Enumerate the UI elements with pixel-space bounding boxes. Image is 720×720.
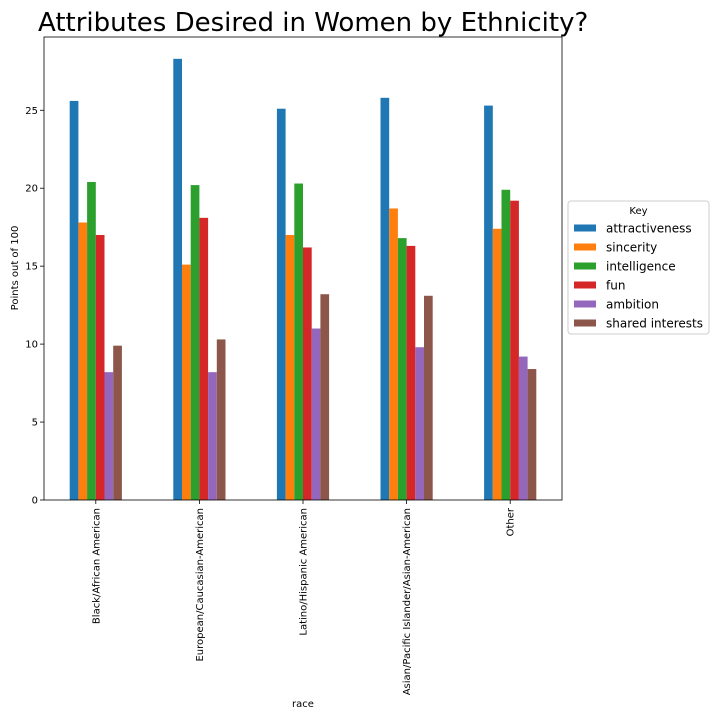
chart-title: Attributes Desired in Women by Ethnicity… xyxy=(38,8,588,38)
bar-fun-asian-pacific-islander-asian-american xyxy=(406,245,416,500)
x-tick-label: Black/African American xyxy=(91,508,102,624)
legend: Key attractiveness sincerity intelligence fu… xyxy=(567,200,710,335)
bar-fun-latino-hispanic-american xyxy=(303,247,312,500)
bar-sincerity-latino-hispanic-american xyxy=(285,234,295,501)
bar-shared-interests-asian-pacific-islander-asian-american xyxy=(424,295,433,500)
bar-ambition-asian-pacific-islander-asian-american xyxy=(415,347,424,500)
bar-sincerity-other xyxy=(492,228,502,500)
bar-intelligence-asian-pacific-islander-asian-american xyxy=(397,238,407,500)
bar-intelligence-black-african-american xyxy=(87,181,96,500)
legend-label-fun: fun xyxy=(606,279,625,293)
bar-intelligence-latino-hispanic-american xyxy=(294,183,303,500)
bar-ambition-other xyxy=(518,356,528,500)
bar-sincerity-asian-pacific-islander-asian-american xyxy=(389,208,398,500)
bar-attractiveness-black-african-american xyxy=(69,100,79,500)
x-tick-label: Latino/Hispanic American xyxy=(299,508,310,636)
x-tick-label: Other xyxy=(506,507,517,536)
legend-swatch-shared-interests xyxy=(574,319,596,327)
bar-ambition-black-african-american xyxy=(104,372,114,500)
y-tick-label: 0 xyxy=(32,496,38,507)
bar-sincerity-european-caucasian-american xyxy=(182,264,191,500)
legend-swatch-sincerity xyxy=(574,243,596,251)
x-tick-label: European/Caucasian-American xyxy=(195,508,206,662)
bar-attractiveness-other xyxy=(484,105,493,500)
legend-label-intelligence: intelligence xyxy=(606,260,676,274)
legend-label-shared-interests: shared interests xyxy=(606,317,703,331)
legend-label-ambition: ambition xyxy=(606,298,659,312)
x-tick-label: Asian/Pacific Islander/Asian-American xyxy=(402,508,413,695)
axes-group: Black/African American European/Caucasian… xyxy=(25,36,563,695)
bar-intelligence-european-caucasian-american xyxy=(190,185,200,500)
bar-shared-interests-black-african-american xyxy=(113,345,122,500)
bar-attractiveness-latino-hispanic-american xyxy=(276,108,286,500)
legend-title: Key xyxy=(629,206,647,217)
bar-attractiveness-european-caucasian-american xyxy=(173,58,182,500)
bar-sincerity-black-african-american xyxy=(78,222,88,500)
bar-fun-other xyxy=(510,200,519,500)
bars-group xyxy=(69,58,537,501)
bar-ambition-latino-hispanic-american xyxy=(311,328,321,500)
bar-intelligence-other xyxy=(501,189,511,500)
x-axis-label: race xyxy=(292,699,314,710)
bar-shared-interests-european-caucasian-american xyxy=(216,339,226,500)
bar-fun-european-caucasian-american xyxy=(199,217,209,500)
y-tick-label: 10 xyxy=(25,340,38,351)
bar-fun-black-african-american xyxy=(95,234,105,501)
legend-label-sincerity: sincerity xyxy=(606,241,657,255)
y-tick-label: 25 xyxy=(25,106,38,117)
legend-swatch-intelligence xyxy=(574,262,596,270)
bar-ambition-european-caucasian-american xyxy=(208,372,217,500)
bar-shared-interests-other xyxy=(527,369,537,500)
y-axis-label: Points out of 100 xyxy=(10,226,21,311)
legend-label-attractiveness: attractiveness xyxy=(606,222,692,236)
legend-swatch-attractiveness xyxy=(574,224,596,232)
bar-attractiveness-asian-pacific-islander-asian-american xyxy=(380,97,390,501)
y-tick-label: 20 xyxy=(25,184,38,195)
bar-shared-interests-latino-hispanic-american xyxy=(320,294,330,500)
legend-swatch-ambition xyxy=(574,300,596,308)
legend-swatch-fun xyxy=(574,281,596,289)
y-tick-label: 15 xyxy=(25,262,38,273)
plot-frame xyxy=(43,36,563,501)
legend-box xyxy=(567,200,710,335)
y-tick-label: 5 xyxy=(32,418,38,429)
